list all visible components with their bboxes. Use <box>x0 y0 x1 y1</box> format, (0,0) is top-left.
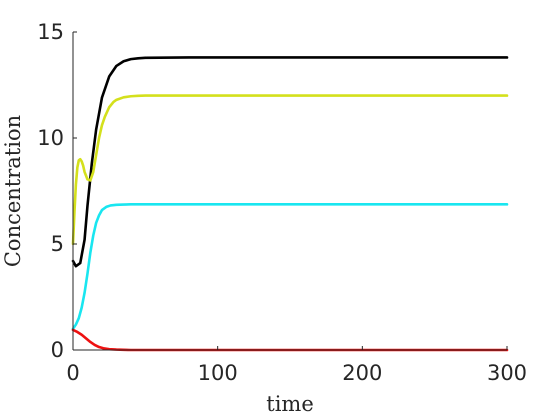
series-line-2 <box>71 94 509 246</box>
x-tick-label: 100 <box>198 361 238 385</box>
series-line-1 <box>71 56 509 268</box>
axes-layer <box>72 32 507 351</box>
y-tick-label: 5 <box>51 232 64 256</box>
x-tick-label: 300 <box>487 361 527 385</box>
x-tick-label: 200 <box>342 361 382 385</box>
x-tick-label: 0 <box>66 361 79 385</box>
y-tick-label: 0 <box>51 338 64 362</box>
y-tick-label: 15 <box>37 20 64 44</box>
x-axis-title: time <box>266 392 314 416</box>
tick-layer: 0 100 200 300 0 5 10 15 <box>37 20 527 385</box>
y-tick-label: 10 <box>37 126 64 150</box>
series-line-3 <box>71 203 509 331</box>
y-axis-title: Concentration <box>1 115 25 267</box>
